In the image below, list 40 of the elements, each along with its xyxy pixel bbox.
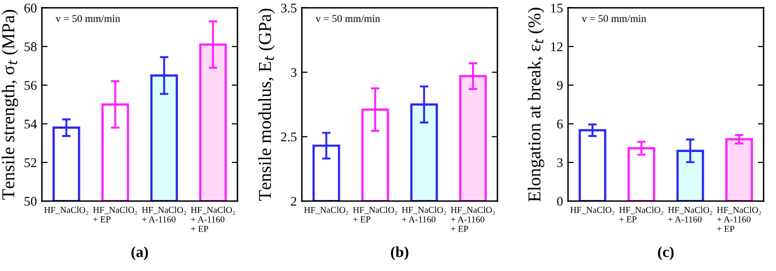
x-tick-label: HF_NaClO₂ + A-1160 + EP [450, 206, 495, 232]
x-tick-label: HF_NaClO₂ [44, 206, 88, 215]
x-tick-label: HF_NaClO₂ + A-1160 + EP [717, 206, 762, 232]
annotation: v = 50 mm/min [582, 15, 646, 22]
y-tick-label: 12 [551, 42, 562, 52]
x-tick-label: HF_NaClO₂ + A-1160 [402, 206, 446, 222]
x-tick-label: HF_NaClO₂ + A-1160 [668, 206, 712, 222]
y-tick-label: 3.5 [281, 4, 296, 13]
y-axis-title: Tensile strength, σ$_{t}$ (MPa) [2, 10, 18, 200]
y-tick-label: 56 [24, 80, 37, 90]
y-tick-label: 60 [24, 4, 37, 13]
text: (b) [390, 246, 408, 260]
y-tick-label: 9 [557, 80, 563, 90]
y-tick-label: 15 [551, 4, 563, 13]
x-tick-label: HF_NaClO₂ [570, 206, 614, 215]
y-axis-title: Tensile modulus, E$_{t}$ (GPa) [258, 8, 275, 201]
x-tick-label: HF_NaClO₂ + EP [619, 206, 664, 222]
y-tick-label: 52 [24, 158, 36, 168]
x-tick-label: HF_NaClO₂ [304, 206, 348, 215]
text: (a) [131, 246, 148, 260]
bar [725, 138, 753, 202]
annotation: v = 50 mm/min [56, 15, 120, 22]
y-tick-label: 2.5 [281, 132, 296, 142]
x-tick-label: HF_NaClO₂ + EP [353, 206, 398, 222]
x-tick-label: HF_NaClO₂ + A-1160 + EP [190, 206, 235, 232]
y-tick-label: 3 [291, 68, 296, 77]
annotation: v = 50 mm/min [316, 15, 380, 22]
y-tick-label: 2 [290, 196, 296, 206]
x-tick-label: HF_NaClO₂ + A-1160 [142, 206, 186, 222]
y-tick-label: 58 [24, 42, 37, 52]
y-tick-label: 54 [24, 120, 37, 128]
y-tick-label: 50 [24, 196, 37, 206]
bar [628, 147, 656, 202]
y-tick-label: 3 [557, 158, 563, 168]
y-tick-label: 0 [557, 196, 563, 206]
x-tick-label: HF_NaClO₂ + EP [93, 206, 138, 222]
bar [578, 129, 606, 202]
y-axis-title: Elongation at break, ε$_{t}$ (%) [528, 8, 544, 202]
text: (c) [658, 246, 674, 260]
y-tick-label: 6 [557, 120, 563, 128]
